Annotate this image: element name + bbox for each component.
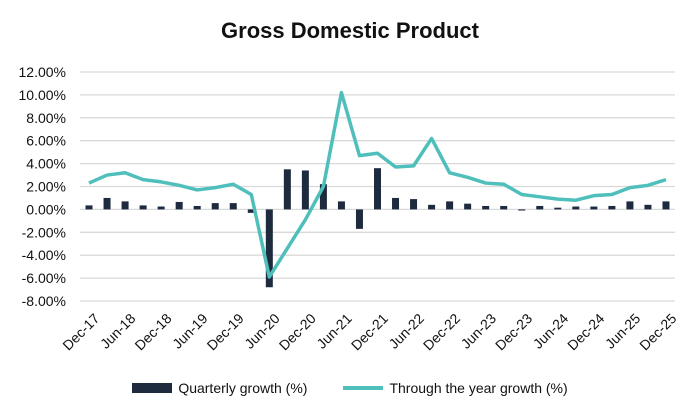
bar (139, 205, 147, 210)
bar (175, 201, 183, 210)
bar (644, 204, 652, 210)
bar (85, 205, 93, 210)
bar (265, 209, 273, 288)
x-tick-label: Jun-24 (530, 310, 572, 352)
bar (157, 206, 165, 210)
bar (482, 205, 490, 210)
bar (374, 168, 381, 210)
y-tick-label: 2.00% (26, 179, 66, 195)
x-tick-label: Jun-18 (97, 310, 139, 352)
bar (446, 201, 454, 210)
bar (518, 209, 526, 211)
x-tick-label: Dec-25 (636, 310, 679, 353)
bar (410, 199, 418, 210)
bar (193, 205, 201, 210)
legend-swatch-bar (132, 383, 173, 393)
x-tick-label: Dec-20 (276, 310, 319, 353)
x-tick-label: Dec-22 (420, 310, 463, 353)
bar (500, 205, 508, 210)
bar (428, 204, 436, 210)
y-tick-label: 12.00% (19, 64, 66, 80)
x-tick-label: Dec-19 (204, 310, 247, 353)
bar (662, 201, 670, 210)
bar (211, 203, 219, 210)
legend: Quarterly growth (%) Through the year gr… (0, 380, 700, 396)
bar (536, 205, 544, 210)
y-tick-label: 8.00% (26, 110, 66, 126)
legend-label: Quarterly growth (%) (178, 380, 308, 396)
x-tick-label: Dec-21 (348, 310, 391, 353)
legend-label: Through the year growth (%) (389, 380, 568, 396)
y-tick-label: 4.00% (26, 156, 66, 172)
x-tick-label: Jun-19 (169, 310, 211, 352)
x-tick-label: Dec-23 (492, 310, 535, 353)
x-tick-label: Dec-24 (564, 310, 607, 353)
bar (590, 206, 598, 210)
legend-swatch-line (343, 386, 384, 390)
y-tick-label: 10.00% (19, 87, 66, 103)
legend-item-through-year: Through the year growth (%) (343, 380, 568, 396)
bar (355, 209, 363, 229)
bar (301, 170, 309, 210)
bar (337, 201, 345, 210)
bar (626, 201, 634, 210)
x-tick-label: Jun-21 (313, 310, 355, 352)
bar (319, 184, 327, 210)
x-tick-label: Jun-23 (458, 310, 500, 352)
y-tick-label: -4.00% (22, 247, 66, 263)
bar (572, 206, 580, 210)
bar (608, 205, 616, 210)
x-tick-label: Jun-25 (602, 310, 644, 352)
x-tick-label: Dec-17 (59, 310, 102, 353)
bar (392, 197, 400, 210)
y-tick-label: 6.00% (26, 133, 66, 149)
y-tick-label: -6.00% (22, 270, 66, 286)
legend-item-quarterly: Quarterly growth (%) (132, 380, 307, 396)
y-tick-label: 0.00% (26, 201, 66, 217)
y-tick-label: -8.00% (22, 293, 66, 309)
x-tick-label: Dec-18 (131, 310, 174, 353)
chart-title: Gross Domestic Product (221, 18, 479, 43)
x-tick-label: Jun-22 (385, 310, 427, 352)
bar (464, 203, 472, 210)
y-tick-label: -2.00% (22, 224, 66, 240)
bar (554, 207, 562, 210)
x-tick-label: Jun-20 (241, 310, 283, 352)
bar (247, 209, 255, 213)
bar (121, 201, 129, 210)
bar (103, 197, 111, 210)
bar (229, 203, 237, 210)
bar (283, 169, 291, 210)
